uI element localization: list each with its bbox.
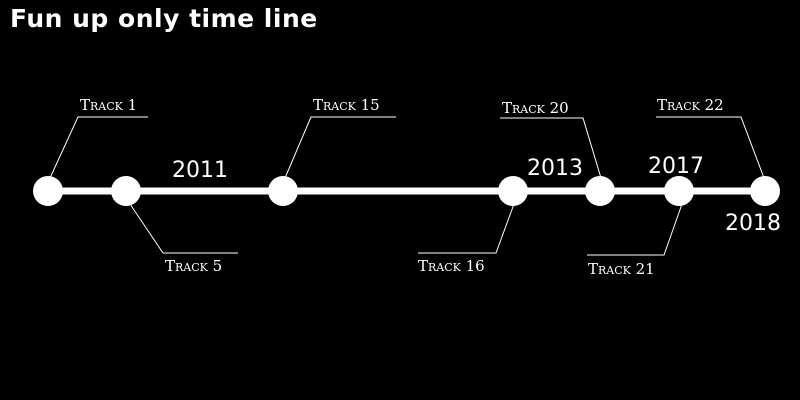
track-leader-line [129, 203, 238, 254]
track-node [750, 176, 780, 206]
year-label-2018: 2018 [725, 211, 781, 236]
track-node [498, 176, 528, 206]
track-leader-line [656, 116, 765, 179]
track-node [268, 176, 298, 206]
track-label: Track 15 [313, 96, 380, 114]
track-marker-16: Track 16 [418, 176, 528, 275]
track-leader-line [49, 116, 148, 179]
track-label: Track 5 [165, 257, 222, 275]
track-node [664, 176, 694, 206]
track-marker-20: Track 20 [500, 99, 615, 206]
track-marker-5: Track 5 [111, 176, 238, 275]
track-marker-22: Track 22 [656, 96, 780, 206]
year-label-2017: 2017 [648, 154, 704, 179]
track-node [585, 176, 615, 206]
track-node [111, 176, 141, 206]
track-leader-line [284, 116, 396, 179]
track-label: Track 22 [657, 96, 724, 114]
track-label: Track 20 [502, 99, 569, 117]
track-leader-line [587, 203, 683, 256]
track-marker-21: Track 21 [587, 176, 694, 278]
page-title: Fun up only time line [10, 4, 318, 33]
track-node [33, 176, 63, 206]
year-label-2011: 2011 [172, 158, 228, 183]
track-leader-line [418, 203, 515, 254]
track-label: Track 21 [588, 260, 655, 278]
year-label-2013: 2013 [527, 156, 583, 181]
track-label: Track 16 [418, 257, 485, 275]
track-label: Track 1 [80, 96, 137, 114]
track-leader-line [500, 117, 602, 179]
track-marker-1: Track 1 [33, 96, 148, 206]
track-marker-15: Track 15 [268, 96, 396, 206]
